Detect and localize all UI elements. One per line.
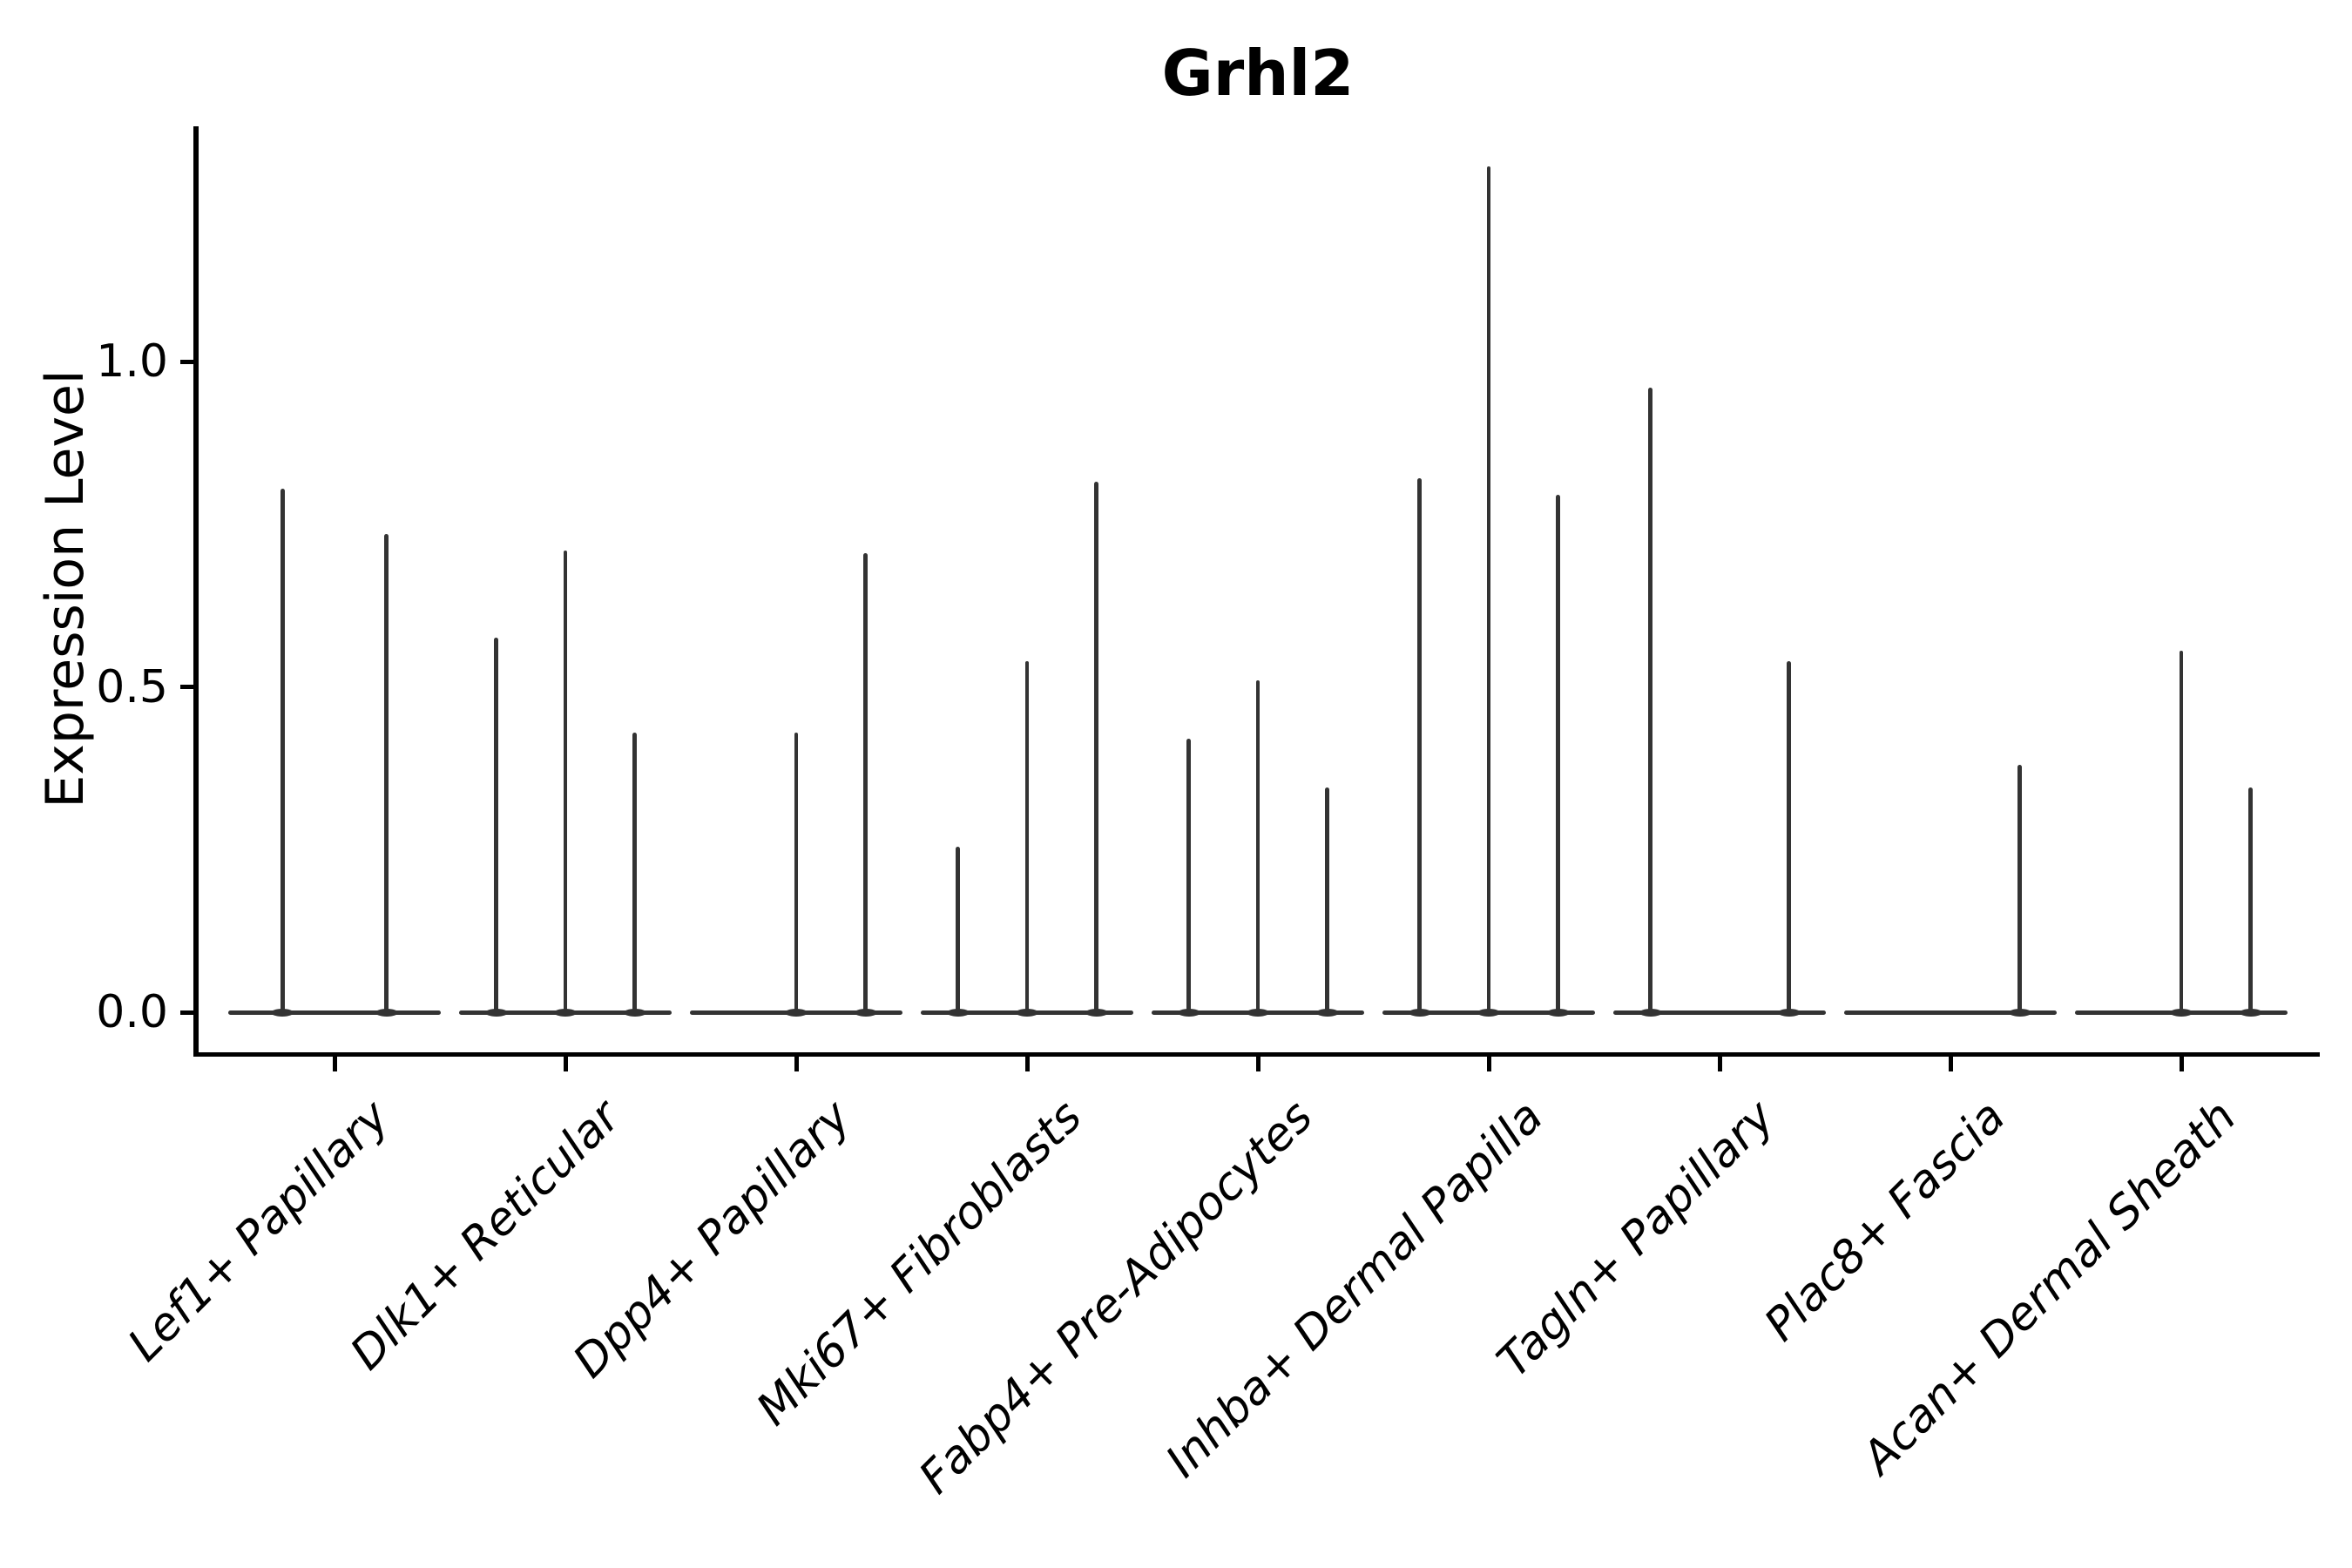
violin-baseline (1613, 1010, 1826, 1015)
violin-spike (280, 488, 285, 1015)
x-tick-mark (2179, 1057, 2184, 1071)
x-tick-mark (794, 1057, 799, 1071)
violin-spike (1024, 660, 1030, 1015)
violin-spike (563, 550, 568, 1015)
violin-spike (1094, 482, 1098, 1015)
violin-spike (1417, 478, 1422, 1015)
violin-spike (1486, 166, 1491, 1015)
violin-spike (1648, 387, 1652, 1015)
violin-spike (632, 732, 637, 1015)
violin-spike (2017, 765, 2022, 1015)
y-tick-mark (180, 685, 196, 689)
x-tick-mark (1486, 1057, 1491, 1071)
violin-spike (2179, 651, 2184, 1015)
x-tick-mark (332, 1057, 337, 1071)
violin-spike (794, 732, 799, 1015)
violin-baseline (228, 1010, 441, 1015)
y-tick-mark (180, 359, 196, 364)
violin-spike (1556, 495, 1560, 1015)
violin-baseline (1844, 1010, 2057, 1015)
y-tick-label: 1.0 (96, 335, 168, 388)
violin-spike (494, 638, 498, 1015)
y-tick-mark (180, 1010, 196, 1015)
x-tick-label: Fabp4+ Pre-Adipocytes (909, 1091, 1323, 1504)
y-tick-label: 0.0 (96, 986, 168, 1038)
x-tick-mark (1717, 1057, 1722, 1071)
chart-title: Grhl2 (1161, 37, 1355, 110)
violin-spike (956, 846, 960, 1015)
violin-spike (1787, 660, 1791, 1015)
x-tick-mark (1255, 1057, 1260, 1071)
violin-spike (863, 553, 868, 1015)
violin-spike (1255, 680, 1260, 1015)
x-tick-label: Inhba+ Dermal Papilla (1156, 1091, 1554, 1488)
violin-spike (1325, 787, 1329, 1015)
x-tick-mark (1024, 1057, 1030, 1071)
x-axis-spine (193, 1052, 2320, 1057)
violin-spike (2248, 787, 2253, 1015)
y-axis-spine (193, 126, 199, 1057)
violin-spike (1186, 739, 1191, 1015)
x-tick-mark (563, 1057, 568, 1071)
y-tick-label: 0.5 (96, 660, 168, 713)
violin-spike (384, 533, 389, 1015)
x-tick-mark (1948, 1057, 1953, 1071)
x-tick-label: Plac8+ Fascia (1754, 1091, 2016, 1352)
x-tick-label: Acan+ Dermal Sheath (1852, 1091, 2247, 1484)
